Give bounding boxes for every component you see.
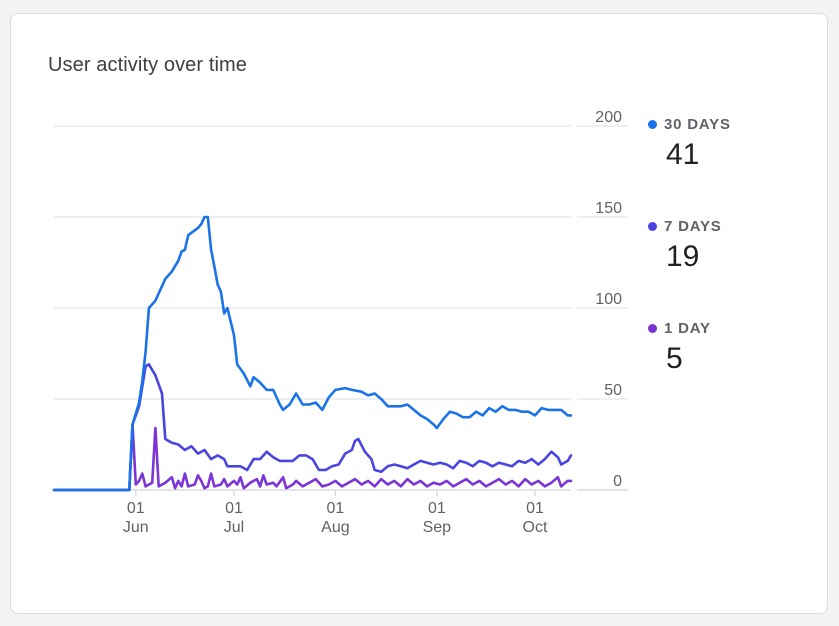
legend-label-1-day: 1 DAY [664, 319, 711, 337]
x-tick-day-4: 01 [526, 500, 544, 517]
chart-series-lines [52, 215, 573, 492]
x-tick-month-3: Sep [423, 519, 452, 536]
y-tick-label-50: 50 [604, 382, 622, 399]
legend-item-1-day: 1 DAY 5 [648, 318, 818, 398]
y-tick-label-100: 100 [595, 291, 622, 308]
y-tick-label-150: 150 [595, 200, 622, 217]
chart-gridlines [54, 125, 628, 491]
y-tick-label-0: 0 [613, 473, 622, 490]
legend-item-7-days: 7 DAYS 19 [648, 216, 818, 296]
x-tick-month-2: Aug [321, 519, 349, 536]
legend-dot-7-days [648, 221, 657, 231]
series-line-7-days [52, 363, 573, 492]
legend-value-1-day: 5 [666, 342, 683, 375]
x-tick-month-4: Oct [523, 519, 548, 536]
legend-label-7-days: 7 DAYS [664, 217, 722, 235]
series-line-30-days [52, 215, 573, 492]
x-tick-month-0: Jun [123, 519, 149, 536]
legend-value-7-days: 19 [666, 240, 700, 273]
x-tick-day-3: 01 [428, 500, 446, 517]
x-tick-month-1: Jul [224, 519, 244, 536]
user-activity-card: User activity over time [10, 13, 828, 614]
y-axis-tick-labels: 0 50 100 150 200 [595, 109, 622, 490]
x-tick-day-1: 01 [225, 500, 243, 517]
legend-dot-1-day [648, 323, 657, 333]
card-title: User activity over time [48, 54, 248, 76]
legend-value-30-days: 41 [666, 138, 700, 171]
x-tick-day-2: 01 [327, 500, 345, 517]
legend-label-30-days: 30 DAYS [664, 115, 731, 133]
x-axis-tick-labels: 01 Jun 01 Jul 01 Aug 01 Sep 01 Oct [123, 490, 548, 536]
x-tick-day-0: 01 [127, 500, 145, 517]
legend-item-30-days: 30 DAYS 41 [648, 114, 818, 194]
y-tick-label-200: 200 [595, 109, 622, 126]
legend-dot-30-days [648, 119, 657, 129]
series-line-1-day [52, 423, 573, 492]
